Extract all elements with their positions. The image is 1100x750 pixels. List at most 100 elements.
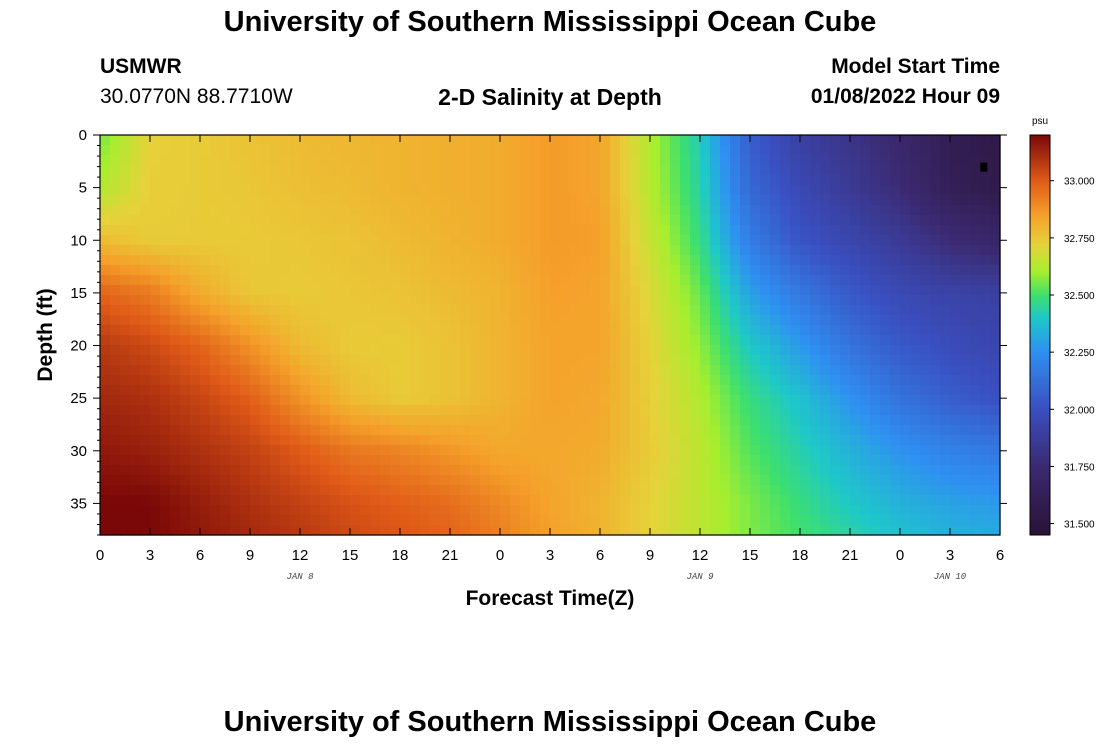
heatmap-cell bbox=[570, 215, 581, 226]
heatmap-cell bbox=[880, 495, 891, 506]
heatmap-cell bbox=[100, 255, 111, 266]
heatmap-cell bbox=[620, 195, 631, 206]
heatmap-cell bbox=[850, 175, 861, 186]
heatmap-cell bbox=[260, 445, 271, 456]
heatmap-cell bbox=[800, 305, 811, 316]
heatmap-cell bbox=[680, 365, 691, 376]
heatmap-cell bbox=[720, 505, 731, 516]
heatmap-cell bbox=[560, 255, 571, 266]
heatmap-cell bbox=[400, 505, 411, 516]
heatmap-cell bbox=[860, 215, 871, 226]
heatmap-cell bbox=[120, 235, 131, 246]
heatmap-cell bbox=[570, 325, 581, 336]
heatmap-cell bbox=[800, 225, 811, 236]
y-tick-label: 35 bbox=[70, 495, 87, 512]
heatmap-cell bbox=[420, 195, 431, 206]
heatmap-cell bbox=[250, 225, 261, 236]
heatmap-cell bbox=[550, 505, 561, 516]
heatmap-cell bbox=[230, 275, 241, 286]
heatmap-cell bbox=[330, 275, 341, 286]
heatmap-cell bbox=[200, 485, 211, 496]
heatmap-cell bbox=[740, 375, 751, 386]
heatmap-cell bbox=[700, 155, 711, 166]
heatmap-cell bbox=[100, 415, 111, 426]
heatmap-cell bbox=[800, 255, 811, 266]
heatmap-cell bbox=[760, 395, 771, 406]
heatmap-cell bbox=[810, 465, 821, 476]
heatmap-cell bbox=[860, 355, 871, 366]
heatmap-cell bbox=[610, 395, 621, 406]
heatmap-cell bbox=[410, 135, 421, 146]
heatmap-cell bbox=[250, 355, 261, 366]
heatmap-cell bbox=[870, 355, 881, 366]
heatmap-cell bbox=[220, 485, 231, 496]
heatmap-cell bbox=[330, 285, 341, 296]
heatmap-cell bbox=[770, 345, 781, 356]
heatmap-cell bbox=[640, 245, 651, 256]
heatmap-cell bbox=[940, 315, 951, 326]
heatmap-cell bbox=[380, 505, 391, 516]
heatmap-cell bbox=[340, 415, 351, 426]
heatmap-cell bbox=[730, 165, 741, 176]
heatmap-cell bbox=[770, 365, 781, 376]
heatmap-cell bbox=[530, 155, 541, 166]
heatmap-cell bbox=[830, 325, 841, 336]
heatmap-cell bbox=[920, 325, 931, 336]
heatmap-cell bbox=[330, 505, 341, 516]
heatmap-cell bbox=[450, 295, 461, 306]
heatmap-cell bbox=[990, 405, 1001, 416]
heatmap-cell bbox=[500, 255, 511, 266]
heatmap-cell bbox=[170, 325, 181, 336]
heatmap-cell bbox=[460, 275, 471, 286]
heatmap-cell bbox=[920, 165, 931, 176]
heatmap-cell bbox=[840, 165, 851, 176]
heatmap-cell bbox=[430, 185, 441, 196]
heatmap-cell bbox=[760, 205, 771, 216]
heatmap-cell bbox=[620, 475, 631, 486]
heatmap-cell bbox=[910, 225, 921, 236]
heatmap-cell bbox=[370, 235, 381, 246]
heatmap-cell bbox=[440, 495, 451, 506]
heatmap-cell bbox=[700, 325, 711, 336]
heatmap-cell bbox=[890, 175, 901, 186]
heatmap-cell bbox=[580, 245, 591, 256]
heatmap-cell bbox=[770, 455, 781, 466]
heatmap-cell bbox=[140, 185, 151, 196]
heatmap-cell bbox=[740, 155, 751, 166]
heatmap-cell bbox=[190, 235, 201, 246]
heatmap-cell bbox=[560, 395, 571, 406]
heatmap-cell bbox=[850, 515, 861, 526]
heatmap-cell bbox=[320, 265, 331, 276]
heatmap-cell bbox=[370, 225, 381, 236]
heatmap-cell bbox=[400, 165, 411, 176]
heatmap-cell bbox=[930, 405, 941, 416]
heatmap-cell bbox=[650, 445, 661, 456]
heatmap-cell bbox=[870, 395, 881, 406]
heatmap-cell bbox=[730, 375, 741, 386]
heatmap-cell bbox=[980, 185, 991, 196]
heatmap-cell bbox=[290, 145, 301, 156]
heatmap-cell bbox=[500, 365, 511, 376]
heatmap-cell bbox=[430, 275, 441, 286]
heatmap-cell bbox=[850, 325, 861, 336]
heatmap-cell bbox=[960, 335, 971, 346]
heatmap-cell bbox=[510, 335, 521, 346]
heatmap-cell bbox=[280, 435, 291, 446]
heatmap-cell bbox=[990, 415, 1001, 426]
heatmap-cell bbox=[470, 165, 481, 176]
heatmap-cell bbox=[620, 325, 631, 336]
heatmap-cell bbox=[240, 395, 251, 406]
heatmap-cell bbox=[220, 215, 231, 226]
heatmap-cell bbox=[480, 505, 491, 516]
heatmap-cell bbox=[450, 435, 461, 446]
heatmap-cell bbox=[740, 485, 751, 496]
heatmap-cell bbox=[810, 285, 821, 296]
heatmap-cell bbox=[260, 235, 271, 246]
heatmap-cell bbox=[490, 425, 501, 436]
heatmap-cell bbox=[910, 335, 921, 346]
heatmap-cell bbox=[670, 525, 681, 536]
heatmap-cell bbox=[640, 445, 651, 456]
heatmap-cell bbox=[540, 345, 551, 356]
heatmap-cell bbox=[210, 225, 221, 236]
